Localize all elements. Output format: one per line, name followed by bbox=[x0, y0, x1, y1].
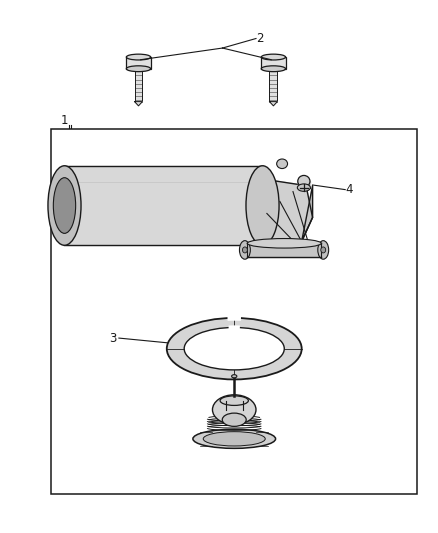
Polygon shape bbox=[269, 102, 277, 106]
Text: 2: 2 bbox=[257, 32, 264, 45]
Ellipse shape bbox=[277, 159, 288, 168]
Bar bbox=[51, 128, 417, 495]
Ellipse shape bbox=[247, 239, 321, 248]
Ellipse shape bbox=[240, 241, 251, 259]
Bar bbox=[134, 69, 142, 102]
Ellipse shape bbox=[222, 413, 246, 426]
Ellipse shape bbox=[261, 66, 286, 71]
Ellipse shape bbox=[126, 66, 151, 71]
Ellipse shape bbox=[246, 166, 279, 245]
Ellipse shape bbox=[297, 184, 311, 191]
Ellipse shape bbox=[321, 247, 326, 253]
Ellipse shape bbox=[243, 247, 247, 253]
Ellipse shape bbox=[167, 318, 302, 379]
Ellipse shape bbox=[193, 429, 276, 448]
Polygon shape bbox=[298, 181, 310, 188]
Ellipse shape bbox=[203, 432, 265, 446]
Polygon shape bbox=[64, 166, 262, 245]
Polygon shape bbox=[302, 185, 313, 241]
Text: 3: 3 bbox=[109, 332, 116, 344]
Ellipse shape bbox=[48, 166, 81, 245]
Polygon shape bbox=[247, 243, 321, 256]
Ellipse shape bbox=[232, 375, 237, 378]
Ellipse shape bbox=[212, 395, 256, 424]
Bar bbox=[126, 57, 151, 69]
Ellipse shape bbox=[220, 396, 248, 406]
Text: 4: 4 bbox=[346, 183, 353, 196]
Text: 1: 1 bbox=[61, 114, 68, 127]
Bar bbox=[269, 69, 277, 102]
Ellipse shape bbox=[298, 175, 310, 187]
Bar bbox=[261, 57, 286, 69]
Ellipse shape bbox=[318, 241, 328, 259]
Polygon shape bbox=[254, 177, 313, 241]
Ellipse shape bbox=[261, 54, 286, 60]
Polygon shape bbox=[226, 401, 243, 410]
Polygon shape bbox=[134, 102, 142, 106]
Ellipse shape bbox=[53, 177, 76, 233]
Ellipse shape bbox=[126, 54, 151, 60]
Ellipse shape bbox=[184, 327, 284, 370]
